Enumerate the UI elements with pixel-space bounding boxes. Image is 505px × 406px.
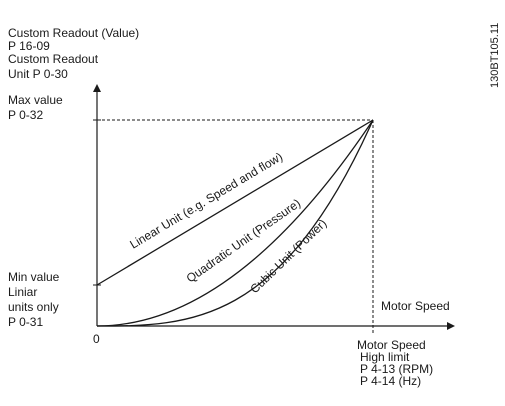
figure-reference-code: 130BT105.11 [489, 23, 501, 88]
quadratic-unit-curve [96, 119, 374, 327]
min-value-line-3: units only [8, 300, 59, 314]
max-value-label: Max value P 0-32 [8, 93, 63, 123]
min-value-label: Min value Liniar units only P 0-31 [8, 270, 59, 330]
y-axis-title: Custom Readout (Value) P 16-09 Custom Re… [8, 27, 139, 81]
min-value-line-1: Min value [8, 270, 60, 284]
high-limit-line-2: High limit [360, 350, 410, 364]
high-limit-label: Motor Speed High limit P 4-13 (RPM) P 4-… [357, 339, 433, 387]
min-value-line-4: P 0-31 [8, 315, 44, 329]
high-limit-line-4: P 4-14 (Hz) [360, 374, 422, 388]
y-axis-title-line-4: Unit P 0-30 [8, 67, 68, 81]
y-axis-title-line-1: Custom Readout (Value) [8, 26, 140, 40]
max-value-line-1: Max value [8, 93, 63, 107]
cubic-unit-curve [96, 119, 374, 327]
y-axis-title-line-3: Custom Readout [8, 52, 99, 66]
min-value-line-2: Liniar [8, 285, 38, 299]
y-axis-title-line-2: P 16-09 [8, 39, 50, 53]
max-value-line-2: P 0-32 [8, 108, 44, 122]
linear-unit-line [96, 119, 374, 286]
x-axis-title: Motor Speed [381, 299, 450, 313]
high-limit-line-3: P 4-13 (RPM) [360, 362, 434, 376]
origin-label: 0 [93, 332, 100, 346]
high-limit-line-1: Motor Speed [357, 338, 426, 352]
